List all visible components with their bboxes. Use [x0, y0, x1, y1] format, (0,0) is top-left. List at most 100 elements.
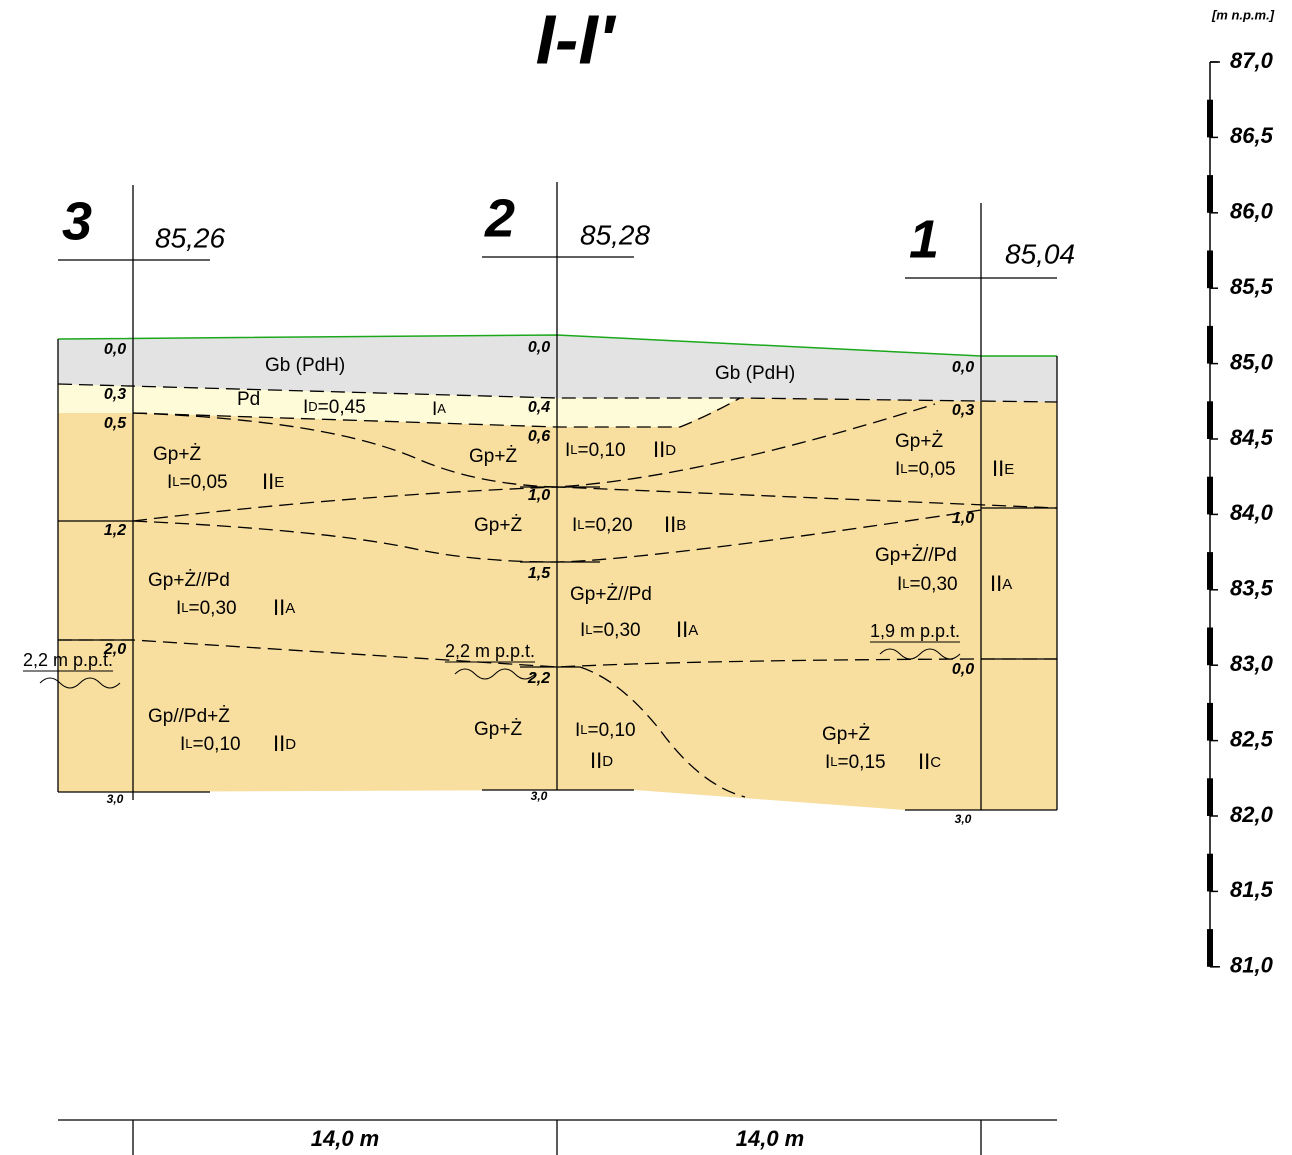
soil-label-text: Gp+Ż — [822, 724, 870, 745]
soil-label-index: L — [185, 736, 192, 751]
depth-label: 3,0 — [107, 792, 124, 806]
scale-segment — [1207, 854, 1213, 892]
depth-label: 0,4 — [528, 399, 550, 416]
soil-label-text: II — [918, 749, 930, 774]
borehole-elevation: 85,26 — [155, 222, 225, 253]
soil-label-index: L — [580, 722, 587, 737]
soil-label-text: Gp+Ż — [474, 719, 522, 740]
scale-label: 85,0 — [1230, 349, 1274, 374]
soil-label-text: Gp+Ż — [474, 515, 522, 536]
soil-label-value: =0,10 — [588, 720, 636, 741]
scale-label: 81,5 — [1230, 877, 1274, 902]
scale-segment — [1207, 477, 1213, 515]
depth-label: 3,0 — [955, 812, 972, 826]
soil-label-value: =0,10 — [578, 440, 626, 461]
scale-segment — [1207, 326, 1213, 364]
soil-label-index: L — [902, 576, 909, 591]
depth-label: 1,0 — [528, 487, 550, 504]
soil-label: Gp+Ż — [822, 724, 870, 745]
depth-label: 0,6 — [528, 428, 550, 445]
scale-segment — [1207, 251, 1213, 289]
soil-label: Pd — [237, 389, 260, 410]
scale-segment — [1207, 628, 1213, 666]
depth-label: 1,2 — [104, 522, 126, 539]
soil-label: Gp+Ż//Pd — [570, 584, 652, 605]
soil-label-text: Gp+Ż — [469, 446, 517, 467]
groundwater-label: 1,9 m p.p.t. — [870, 621, 960, 641]
soil-label-text: II — [676, 617, 688, 642]
soil-label: Gp+Ż — [469, 446, 517, 467]
scale-segment — [1207, 401, 1213, 439]
scale-segment — [1207, 703, 1213, 741]
groundwater-label: 2,2 m p.p.t. — [23, 650, 113, 670]
soil-label: Gp+Ż//Pd — [875, 545, 957, 566]
soil-label-index: D — [602, 753, 613, 770]
depth-label: 0,5 — [104, 415, 127, 432]
scale-label: 86,5 — [1230, 123, 1274, 148]
depth-label: 1,0 — [952, 510, 974, 527]
distance-label: 14,0 m — [311, 1126, 380, 1151]
scale-segment — [1207, 778, 1213, 816]
soil-label-value: =0,30 — [189, 598, 237, 619]
soil-label-value: =0,45 — [318, 397, 366, 418]
scale-label: 81,0 — [1230, 953, 1274, 978]
depth-label: 0,0 — [528, 339, 550, 356]
soil-label: Gb (PdH) — [265, 355, 345, 376]
soil-label-index: L — [181, 600, 188, 615]
soil-label-text: II — [990, 571, 1002, 596]
cross-section: I-I' [m n.p.m.] 14,0 m 14,0 m 87,086,586… — [0, 0, 1292, 1155]
soil-label-index: L — [830, 754, 837, 769]
soil-label-text: Gp+Ż — [153, 444, 201, 465]
soil-label: Gb (PdH) — [715, 363, 795, 384]
depth-label: 3,0 — [531, 789, 548, 803]
scale-label: 82,5 — [1230, 726, 1274, 751]
soil-label-index: L — [585, 622, 592, 637]
soil-label-index: L — [570, 442, 577, 457]
title: I-I' — [536, 0, 617, 78]
soil-label: Gp+Ż — [474, 515, 522, 536]
soil-label-text: II — [273, 595, 285, 620]
soil-label-text: Gp+Ż//Pd — [875, 545, 957, 566]
depth-label: 0,3 — [952, 402, 974, 419]
soil-label-value: =0,30 — [593, 620, 641, 641]
soil-label-index: A — [285, 600, 295, 617]
soil-label-text: Gp+Ż//Pd — [148, 570, 230, 591]
borehole-number: 2 — [484, 188, 515, 248]
soil-label-index: L — [172, 474, 179, 489]
depth-label: 1,5 — [528, 565, 551, 582]
scale-label: 83,0 — [1230, 651, 1274, 676]
borehole-number: 1 — [909, 209, 939, 269]
soil-label-index: A — [437, 401, 446, 416]
depth-label: 0,3 — [104, 386, 126, 403]
soil-label-index: L — [577, 517, 584, 532]
soil-label-value: =0,20 — [585, 515, 633, 536]
scale-segment — [1207, 929, 1213, 967]
soil-label-text: Gp//Pd+Ż — [148, 706, 230, 727]
soil-label-index: A — [688, 622, 698, 639]
distance-bar: 14,0 m 14,0 m — [58, 1120, 1057, 1155]
soil-label-value: =0,30 — [910, 574, 958, 595]
soil-label-text: Gp+Ż//Pd — [570, 584, 652, 605]
borehole-elevation: 85,28 — [580, 219, 650, 250]
soil-label-value: =0,15 — [838, 752, 886, 773]
distance-label: 14,0 m — [736, 1126, 805, 1151]
depth-label: 2,2 — [527, 670, 550, 687]
borehole-elevation: 85,04 — [1005, 238, 1075, 269]
soil-label-text: Gb (PdH) — [715, 363, 795, 384]
soil-label-text: II — [273, 731, 285, 756]
depth-label: 0,0 — [952, 359, 974, 376]
scale-label: 86,0 — [1230, 199, 1274, 224]
soil-label-text: II — [653, 437, 665, 462]
soil-label-value: =0,10 — [193, 734, 241, 755]
scale-segment — [1207, 552, 1213, 590]
soil-label-index: E — [274, 474, 284, 491]
soil-label-text: II — [992, 456, 1004, 481]
soil-label: Gp+Ż//Pd — [148, 570, 230, 591]
scale-label: 82,0 — [1230, 802, 1274, 827]
soil-label-text: II — [590, 748, 602, 773]
soil-label-text: Pd — [237, 389, 260, 410]
borehole-number: 3 — [62, 191, 92, 251]
scale-segment — [1207, 175, 1213, 213]
scale-label: 83,5 — [1230, 576, 1274, 601]
soil-label: Gp+Ż — [895, 431, 943, 452]
